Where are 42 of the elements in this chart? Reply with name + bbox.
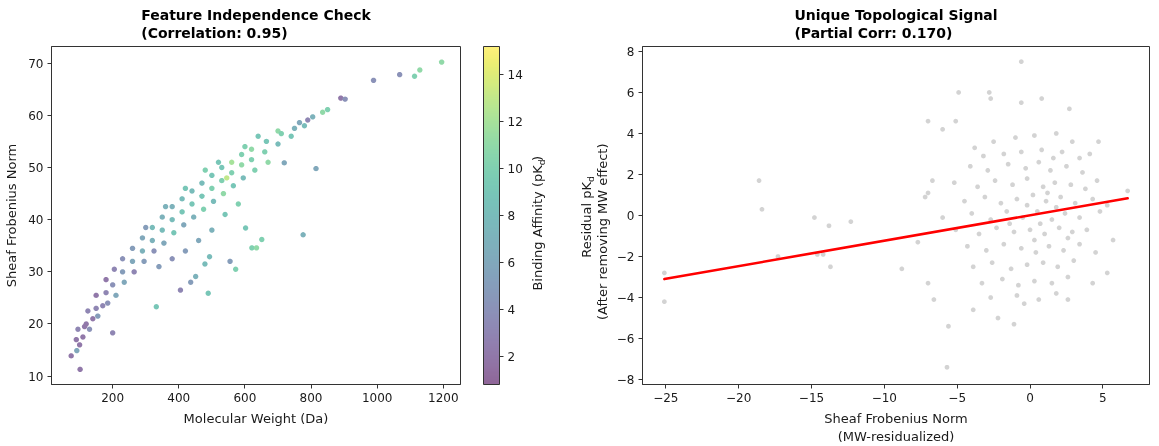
y-tick-label: 6 [626, 85, 635, 100]
y-tick-label: −4 [616, 291, 635, 306]
y-tick-label: 10 [28, 369, 44, 384]
color-bar-label: 14 [507, 68, 523, 83]
x-tick-label: 400 [167, 390, 191, 405]
y-tick-label: 60 [28, 108, 44, 123]
color-bar-label: 2 [507, 349, 516, 364]
y-tick-label: 0 [626, 209, 635, 223]
x-tick-label: 5 [1099, 390, 1107, 405]
x-axis-title: Sheaf Frobenius Norm (MW-residualized) [824, 410, 968, 444]
y-tick-label: 70 [28, 56, 44, 71]
y-axis-title: Sheaf Frobenius Norm [4, 143, 20, 288]
y-tick-label: 8 [626, 44, 635, 59]
y-tick-label: 40 [28, 213, 44, 228]
color-bar-label: 10 [507, 162, 523, 177]
x-tick-label: 800 [299, 390, 323, 405]
x-tick-label: 200 [101, 390, 125, 405]
x-tick-label: 1200 [428, 390, 459, 405]
y-tick-label: 50 [28, 161, 44, 176]
color-bar-label: 12 [507, 115, 523, 130]
x-tick-label: 600 [233, 390, 257, 405]
x-tick-label: −20 [725, 390, 752, 405]
x-tick-label: −25 [653, 390, 679, 405]
x-tick-label: −15 [798, 390, 825, 405]
x-tick-label: −10 [871, 390, 898, 405]
y-tick-label: 20 [28, 317, 44, 332]
color-bar-label: 6 [507, 255, 516, 270]
y-tick-label: −2 [616, 250, 635, 265]
y-tick-label: 4 [626, 126, 635, 141]
chart-title: Unique Topological Signal (Partial Corr: 0.170) [794, 7, 998, 42]
x-axis-title: Molecular Weight (Da) [183, 410, 329, 426]
x-tick-label: 1000 [361, 390, 393, 405]
x-tick-label: −5 [948, 390, 967, 405]
chart-title: Feature Independence Check (Correlation: 0.95) [141, 7, 372, 42]
x-tick-label: 0 [1026, 390, 1034, 405]
y-tick-label: 30 [28, 265, 44, 280]
y-tick-label: 2 [626, 167, 635, 182]
color-bar-label: 4 [507, 302, 516, 317]
color-bar-label: 8 [507, 209, 516, 223]
y-tick-label: −6 [616, 332, 635, 347]
color-bar-title: Binding Affinity (pKd) [530, 155, 548, 291]
y-tick-label: −8 [616, 373, 635, 388]
